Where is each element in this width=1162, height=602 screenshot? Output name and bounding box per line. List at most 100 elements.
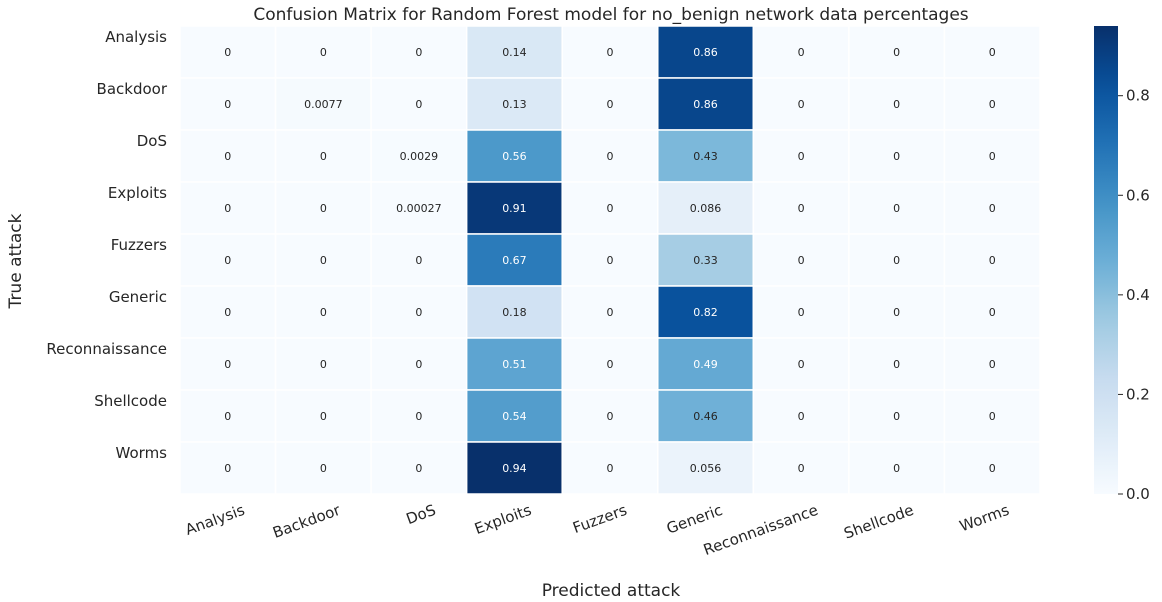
- heatmap-cell: [943, 77, 1041, 131]
- cell-value-label: 0: [607, 306, 614, 319]
- cell-value-label: 0: [607, 46, 614, 59]
- cell-value-label: 0: [893, 46, 900, 59]
- heatmap-cell: [752, 389, 850, 443]
- cell-value-label: 0: [893, 358, 900, 371]
- cell-value-label: 0: [893, 306, 900, 319]
- colorbar-tick-label: 0.8: [1126, 87, 1150, 105]
- x-tick-label: Backdoor: [270, 501, 343, 542]
- heatmap-cell: [752, 441, 850, 495]
- cell-value-label: 0: [798, 306, 805, 319]
- heatmap-cell: [465, 389, 563, 443]
- cell-value-label: 0: [893, 462, 900, 475]
- cell-value-label: 0: [320, 202, 327, 215]
- cell-value-label: 0: [607, 462, 614, 475]
- cell-value-label: 0.51: [502, 358, 527, 371]
- heatmap-cell: [274, 441, 372, 495]
- cell-value-label: 0: [798, 202, 805, 215]
- cell-value-label: 0.49: [693, 358, 718, 371]
- heatmap-cell-labels: 0 0 0 0.14 0 0.86 0 0 0 0 0.0077 0 0.13 0 0.86 0 0 0 0 0 0.0…: [224, 46, 995, 475]
- cell-value-label: 0: [893, 150, 900, 163]
- heatmap-cell: [561, 441, 659, 495]
- heatmap-cell: [179, 181, 277, 235]
- cell-value-label: 0: [989, 150, 996, 163]
- heatmap-cell: [561, 129, 659, 183]
- heatmap-cell: [848, 285, 946, 339]
- x-axis-title: Predicted attack: [542, 581, 681, 601]
- cell-value-label: 0: [607, 202, 614, 215]
- cell-value-label: 0: [320, 306, 327, 319]
- heatmap-cell: [943, 233, 1041, 287]
- y-tick-label: Reconnaissance: [46, 340, 167, 358]
- cell-value-label: 0: [989, 254, 996, 267]
- heatmap-cell: [370, 441, 468, 495]
- cell-value-label: 0.0029: [400, 150, 439, 163]
- cell-value-label: 0: [798, 98, 805, 111]
- heatmap-cell: [657, 441, 755, 495]
- cell-value-label: 0: [224, 46, 231, 59]
- heatmap-cell: [561, 285, 659, 339]
- heatmap-cell: [465, 181, 563, 235]
- cell-value-label: 0.54: [502, 410, 527, 423]
- y-tick-label: DoS: [137, 132, 167, 150]
- cell-value-label: 0: [607, 150, 614, 163]
- heatmap-cell: [179, 233, 277, 287]
- cell-value-label: 0.67: [502, 254, 527, 267]
- heatmap-cell: [752, 337, 850, 391]
- cell-value-label: 0.82: [693, 306, 718, 319]
- cell-value-label: 0: [989, 410, 996, 423]
- heatmap-cell: [370, 129, 468, 183]
- heatmap-cell: [179, 285, 277, 339]
- colorbar-tick-label: 0.0: [1126, 485, 1150, 503]
- cell-value-label: 0.33: [693, 254, 718, 267]
- heatmap-cell: [657, 285, 755, 339]
- cell-value-label: 0.18: [502, 306, 527, 319]
- cell-value-label: 0: [415, 98, 422, 111]
- heatmap-cell: [465, 233, 563, 287]
- cell-value-label: 0.086: [690, 202, 722, 215]
- cell-value-label: 0.0077: [304, 98, 343, 111]
- cell-value-label: 0.00027: [396, 202, 442, 215]
- cell-value-label: 0: [798, 410, 805, 423]
- cell-value-label: 0: [989, 358, 996, 371]
- heatmap-cells: [179, 25, 1041, 495]
- colorbar-ticks: 0.0 0.2 0.4 0.6 0.8: [1118, 87, 1150, 503]
- heatmap-cell: [943, 389, 1041, 443]
- cell-value-label: 0.94: [502, 462, 527, 475]
- heatmap-cell: [848, 77, 946, 131]
- y-axis-title: True attack: [6, 213, 26, 309]
- cell-value-label: 0: [224, 98, 231, 111]
- colorbar: [1094, 26, 1118, 494]
- heatmap-cell: [943, 129, 1041, 183]
- heatmap-cell: [561, 337, 659, 391]
- heatmap-cell: [179, 441, 277, 495]
- cell-value-label: 0: [989, 202, 996, 215]
- cell-value-label: 0.46: [693, 410, 718, 423]
- cell-value-label: 0: [798, 150, 805, 163]
- cell-value-label: 0: [415, 462, 422, 475]
- heatmap-cell: [943, 181, 1041, 235]
- heatmap-cell: [274, 337, 372, 391]
- heatmap-cell: [465, 441, 563, 495]
- heatmap-cell: [179, 337, 277, 391]
- x-tick-label: Shellcode: [841, 501, 916, 543]
- heatmap-cell: [561, 389, 659, 443]
- cell-value-label: 0: [893, 202, 900, 215]
- heatmap-cell: [179, 129, 277, 183]
- cell-value-label: 0.13: [502, 98, 527, 111]
- colorbar-tick-label: 0.2: [1126, 385, 1150, 403]
- x-tick-label: Worms: [957, 501, 1012, 536]
- heatmap-cell: [465, 285, 563, 339]
- heatmap-cell: [274, 129, 372, 183]
- x-tick-label: DoS: [404, 501, 439, 528]
- y-tick-label: Exploits: [108, 184, 167, 202]
- heatmap-cell: [179, 25, 277, 79]
- cell-value-label: 0: [893, 98, 900, 111]
- x-tick-label: Exploits: [472, 501, 534, 538]
- y-tick-label: Analysis: [105, 28, 167, 46]
- heatmap-cell: [657, 389, 755, 443]
- cell-value-label: 0: [607, 254, 614, 267]
- cell-value-label: 0: [415, 254, 422, 267]
- cell-value-label: 0: [320, 150, 327, 163]
- cell-value-label: 0: [798, 254, 805, 267]
